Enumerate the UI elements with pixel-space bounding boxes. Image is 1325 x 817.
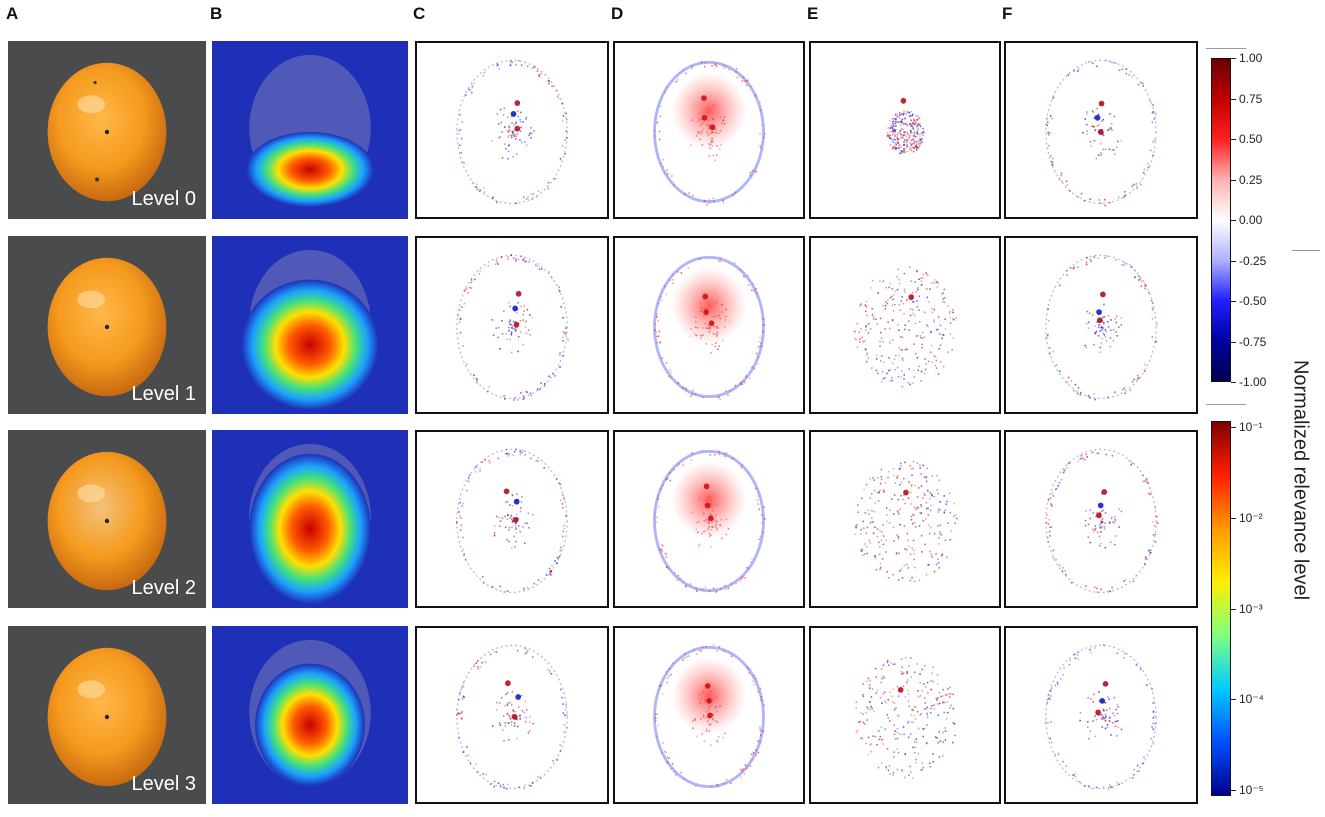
colorbar-tick-mark bbox=[1231, 220, 1236, 221]
colorbar-tick-mark bbox=[1231, 260, 1236, 262]
relevance-map-c bbox=[415, 626, 609, 804]
colorbar-tick-mark bbox=[1231, 301, 1236, 302]
panel-label-b: B bbox=[210, 4, 223, 23]
persimmon-photo: Level 1 bbox=[8, 236, 206, 414]
relevance-pattern bbox=[653, 644, 766, 788]
panel-label-d: D bbox=[611, 4, 624, 23]
relevance-pattern bbox=[1045, 254, 1158, 401]
relevance-map-d bbox=[613, 236, 805, 414]
panel-label-c: C bbox=[413, 4, 426, 23]
relevance-map-e bbox=[809, 626, 1001, 804]
gradcam-heatmap bbox=[212, 236, 408, 414]
relevance-pattern bbox=[653, 449, 766, 593]
colorbar-tick-label: 10⁻² bbox=[1239, 510, 1263, 525]
colorbar-tick-mark bbox=[1231, 341, 1236, 343]
relevance-pattern bbox=[653, 60, 766, 206]
panel-label-e: E bbox=[807, 4, 819, 23]
relevance-map-c bbox=[415, 430, 609, 608]
axis-title-bracket bbox=[1292, 250, 1320, 251]
relevance-map-f bbox=[1004, 430, 1198, 608]
relevance-map-e bbox=[809, 430, 1001, 608]
colorbar-axis-title: Normalized relevance level bbox=[1289, 359, 1312, 601]
level-label: Level 3 bbox=[131, 773, 197, 795]
relevance-map-d bbox=[613, 41, 805, 219]
colorbar-tick-label: -1.00 bbox=[1239, 375, 1267, 389]
panel-label-a: A bbox=[6, 4, 19, 23]
heatmap-overlay bbox=[246, 54, 374, 208]
colorbar-tick-label: 0.25 bbox=[1239, 172, 1263, 187]
heatmap-overlay bbox=[241, 249, 379, 411]
relevance-map-c bbox=[415, 236, 609, 414]
relevance-map-c bbox=[415, 41, 609, 219]
level-label: Level 1 bbox=[131, 383, 197, 405]
gradcam-heatmap bbox=[212, 41, 408, 219]
relevance-map-d bbox=[613, 430, 805, 608]
relevance-pattern bbox=[1045, 59, 1157, 207]
colorbar-tick-label: 10⁻¹ bbox=[1239, 420, 1263, 434]
relevance-pattern bbox=[854, 460, 958, 582]
relevance-map-f bbox=[1004, 236, 1198, 414]
colorbar-log-bar bbox=[1211, 421, 1231, 796]
relevance-map-d bbox=[613, 626, 805, 804]
relevance-pattern bbox=[1045, 448, 1159, 594]
persimmon-photo: Level 2 bbox=[8, 430, 206, 608]
relevance-pattern bbox=[456, 59, 568, 205]
colorbar-tick-label: 10⁻³ bbox=[1239, 601, 1263, 616]
relevance-pattern bbox=[456, 644, 569, 790]
persimmon-photo: Level 3 bbox=[8, 626, 206, 804]
relevance-map-f bbox=[1004, 626, 1198, 804]
relevance-pattern bbox=[853, 266, 957, 388]
heatmap-overlay bbox=[249, 639, 371, 787]
colorbar-divider-line bbox=[1206, 404, 1246, 405]
colorbar-tick-mark bbox=[1231, 98, 1236, 100]
persimmon-photo: Level 0 bbox=[8, 41, 206, 219]
relevance-pattern bbox=[653, 255, 766, 400]
colorbar-tick-mark bbox=[1231, 179, 1236, 181]
persimmon-image bbox=[47, 647, 167, 787]
colorbar-tick-mark bbox=[1231, 517, 1236, 519]
heatmap-overlay bbox=[249, 443, 371, 605]
level-label: Level 0 bbox=[131, 188, 197, 210]
colorbar-tick-mark bbox=[1231, 608, 1236, 610]
persimmon-image bbox=[47, 451, 167, 591]
colorbar-tick-mark bbox=[1231, 427, 1236, 428]
relevance-pattern bbox=[456, 254, 569, 401]
colorbar-tick-mark bbox=[1231, 382, 1236, 383]
relevance-map-e bbox=[809, 236, 1001, 414]
colorbar-tick-label: 10⁻⁵ bbox=[1239, 783, 1264, 797]
gradcam-heatmap bbox=[212, 626, 408, 804]
colorbar-tick-mark bbox=[1231, 58, 1236, 59]
colorbar-tick-mark bbox=[1231, 790, 1236, 791]
gradcam-heatmap bbox=[212, 430, 408, 608]
relevance-map-e bbox=[809, 41, 1001, 219]
colorbar-tick-label: 1.00 bbox=[1239, 51, 1263, 65]
relevance-pattern bbox=[1045, 644, 1158, 791]
colorbar-tick-mark bbox=[1231, 139, 1236, 140]
relevance-map-f bbox=[1004, 41, 1198, 219]
colorbar-tick-label: 0.50 bbox=[1239, 132, 1263, 146]
colorbar-tick-label: 0.00 bbox=[1239, 213, 1263, 227]
colorbar-tick-label: -0.25 bbox=[1239, 253, 1267, 268]
panel-label-f: F bbox=[1002, 4, 1013, 23]
colorbar-tick-label: -0.75 bbox=[1239, 334, 1267, 349]
colorbar-divider-line bbox=[1206, 48, 1246, 49]
relevance-pattern bbox=[886, 97, 926, 155]
colorbar-tick-label: 10⁻⁴ bbox=[1239, 692, 1264, 707]
persimmon-image bbox=[47, 257, 167, 397]
colorbar-tick-label: 0.75 bbox=[1239, 91, 1263, 106]
persimmon-image bbox=[47, 62, 167, 202]
relevance-pattern bbox=[855, 657, 956, 779]
colorbar-tick-label: -0.50 bbox=[1239, 294, 1267, 308]
colorbar-diverging-bar bbox=[1211, 58, 1231, 382]
colorbar-tick-mark bbox=[1231, 699, 1236, 701]
relevance-pattern bbox=[455, 448, 568, 594]
level-label: Level 2 bbox=[131, 577, 197, 599]
